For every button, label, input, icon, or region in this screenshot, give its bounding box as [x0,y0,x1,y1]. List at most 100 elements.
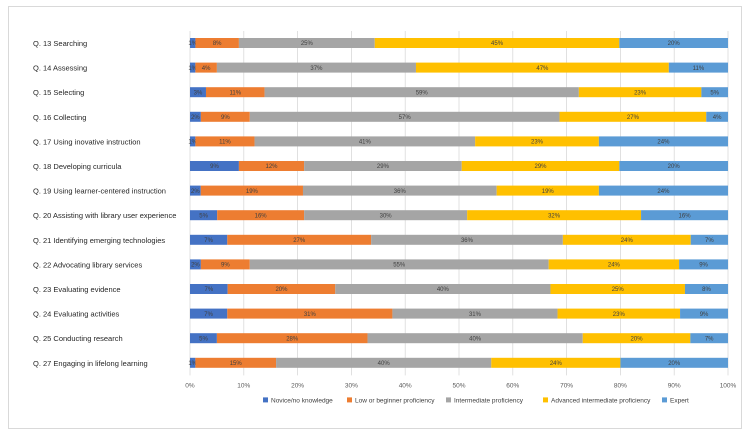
bar-segment [684,284,728,294]
legend-entry: Advanced intermediate proficiency [551,397,651,404]
bar-segment [562,234,691,245]
bar-segment [249,111,560,122]
bar-segment [217,210,305,221]
bar-segment [619,38,728,48]
bar-segment [216,62,416,73]
bar-segment [620,357,728,368]
data-label: 25% [612,287,625,293]
bar-segment [238,38,375,48]
data-label: 11% [219,140,231,146]
bar-segment [249,259,549,270]
data-label: 28% [286,336,299,342]
bar-segment [227,234,372,245]
bar-segment [195,62,217,73]
data-label: 20% [668,164,681,170]
bar-segment [559,111,707,122]
legend-entry: Expert [670,397,689,404]
category-label: Q. 15 Selecting [33,88,84,97]
data-label: 20% [668,41,681,47]
legend-swatch [347,397,352,403]
data-label: 30% [380,213,393,219]
data-label: 16% [255,213,268,219]
data-label: 8% [213,41,222,47]
bar-segment [216,333,368,344]
category-label: Q. 18 Developing curricula [33,162,122,171]
data-label: 20% [668,361,681,367]
data-label: 20% [275,287,288,293]
bar-segment [227,308,393,319]
x-tick-label: 100% [720,382,737,389]
bar-segment [195,38,239,48]
bar-segment [190,185,201,196]
bar-segment [557,308,681,319]
data-label: 36% [461,238,474,244]
bar-segment [496,185,599,196]
bar-segment [200,259,250,270]
x-tick-label: 0% [185,382,195,389]
category-label: Q. 17 Using inovative instruction [33,137,141,146]
data-label: 36% [394,189,407,195]
x-tick-label: 30% [345,382,358,389]
bar-segment [195,136,255,147]
bar-segment [190,62,196,73]
bar-segment [690,234,728,245]
data-label: 9% [221,115,230,121]
data-label: 40% [437,287,450,293]
data-label: 32% [548,213,561,219]
data-label: 41% [359,140,372,146]
bar-segment [276,357,492,368]
bar-segment [190,284,228,294]
bar-segment [304,210,468,221]
bar-segment [190,111,201,122]
data-label: 12% [266,164,279,170]
data-label: 2% [191,115,200,121]
x-tick-label: 20% [291,382,304,389]
bar-segment [335,284,551,294]
bar-segment [701,87,728,98]
bar-segment [668,62,728,73]
data-label: 1% [188,361,197,367]
category-label: Q. 23 Evaluating evidence [33,285,121,294]
data-label: 1% [188,41,197,47]
data-label: 19% [246,189,259,195]
data-label: 16% [679,213,692,219]
data-label: 24% [608,263,621,269]
data-label: 24% [657,140,670,146]
data-label: 9% [221,263,230,269]
category-label: Q. 19 Using learner-centered instruction [33,187,166,196]
category-label: Q. 22 Advocating library services [33,260,142,269]
bar-segment [578,87,702,98]
bar-segment [254,136,476,147]
data-label: 24% [550,361,563,367]
bar-segment [467,210,642,221]
bar-segment [690,333,728,344]
bar-segment [304,161,462,171]
legend-swatch [446,397,451,403]
data-label: 5% [710,90,719,96]
data-label: 37% [310,66,323,72]
data-label: 47% [536,66,549,72]
bar-segment [706,111,728,122]
x-tick-label: 40% [399,382,412,389]
bar-segment [302,185,497,196]
data-label: 23% [634,90,647,96]
data-label: 7% [204,287,213,293]
bar-segment [190,259,201,270]
bar-segment [680,308,728,319]
bar-segment [598,185,728,196]
stacked-bar-chart: 1% 8% 25% 45% 20% 1% 4% 37% 47% 11% 3% 11% 59% 23% 5% 2… [33,31,737,404]
bar-segment [598,136,728,147]
data-label: 29% [377,164,390,170]
bar-segment [200,111,250,122]
category-label: Q. 21 Identifying emerging technologies [33,236,165,245]
x-tick-label: 70% [560,382,573,389]
category-labels: Q. 13 Searching Q. 14 Assessing Q. 15 Sele… [33,39,176,368]
data-label: 27% [293,238,306,244]
data-label: 15% [230,361,243,367]
bar-segment [238,161,305,171]
x-tick-label: 60% [506,382,519,389]
legend-swatch [263,397,268,403]
data-label: 23% [613,312,626,318]
data-label: 5% [199,213,208,219]
bar-segment [190,87,206,98]
